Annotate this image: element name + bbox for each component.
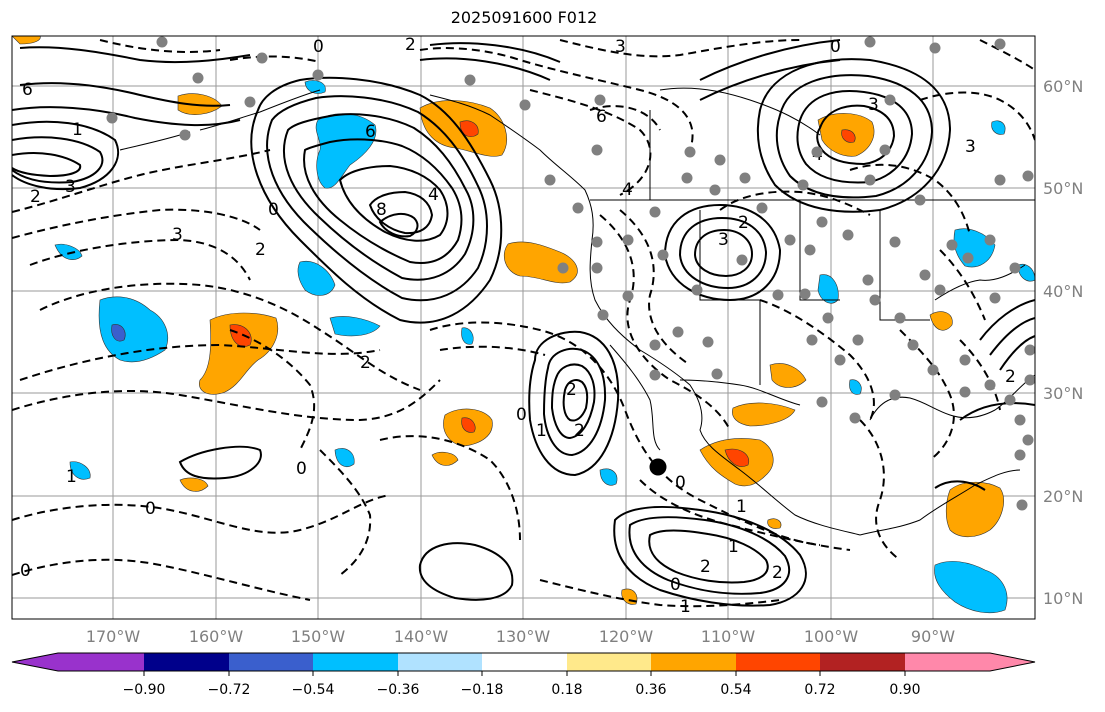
contour-label: 3	[965, 137, 976, 157]
lat-label: 60°N	[1043, 77, 1084, 96]
lon-label: 110°W	[700, 627, 756, 646]
map-title: 2025091600 F012	[450, 8, 598, 27]
contour-label: 1	[72, 120, 83, 140]
colorbar-tick: 0.54	[720, 682, 752, 698]
contour-label: 0	[670, 575, 681, 595]
negative-anomaly-fills	[54, 80, 1035, 614]
coastlines	[119, 87, 1035, 536]
lon-label: 140°W	[393, 627, 449, 646]
contour-label: 2	[360, 353, 371, 373]
contour-label: 1	[66, 467, 77, 487]
contour-label: 2	[1005, 367, 1016, 387]
contour-label: 2	[738, 213, 749, 233]
lon-label: 90°W	[910, 627, 956, 646]
contour-label: 2	[566, 380, 577, 400]
colorbar-tick: −0.90	[122, 682, 166, 698]
contour-label: 8	[376, 200, 387, 220]
lat-label: 50°N	[1043, 179, 1084, 198]
contour-label: 2	[255, 240, 266, 260]
contour-label: 3	[868, 95, 879, 115]
contour-label: 0	[516, 405, 527, 425]
positive-anomaly-fills	[12, 36, 1004, 605]
colorbar-tick: −0.18	[460, 682, 504, 698]
hurricane-center-icon	[649, 458, 667, 476]
contour-label: 0	[296, 459, 307, 479]
lat-label: 30°N	[1043, 384, 1084, 403]
lon-label: 170°W	[85, 627, 141, 646]
station-dot-icons	[106, 36, 1035, 511]
colorbar-tick: 0.18	[551, 682, 583, 698]
lat-label: 20°N	[1043, 487, 1084, 506]
contour-label: 2	[30, 187, 41, 207]
colorbar-tick: 0.36	[635, 682, 667, 698]
contour-label: 0	[20, 561, 31, 581]
contour-label: 1	[728, 537, 739, 557]
contour-label: 3	[65, 177, 76, 197]
lon-label: 120°W	[598, 627, 654, 646]
dashed-contours	[12, 39, 1035, 608]
lat-label: 10°N	[1043, 589, 1084, 608]
contour-label: 3	[718, 230, 729, 250]
contour-label: 1	[536, 421, 547, 441]
contour-label: 6	[365, 122, 376, 142]
contour-labels: 0 2 3 0 1 3 2 6 8 4 2 0 6 4 3 2 3 4 3 6 …	[20, 35, 1016, 617]
contour-label: 6	[22, 80, 33, 100]
colorbar-tick: −0.72	[207, 682, 251, 698]
contour-label: 1	[736, 497, 747, 517]
lon-label: 160°W	[188, 627, 244, 646]
contour-label: 1	[680, 597, 691, 617]
contour-label: 3	[172, 225, 183, 245]
contour-label: 0	[313, 37, 324, 57]
lon-label: 100°W	[803, 627, 859, 646]
contour-label: 0	[268, 200, 279, 220]
contour-label: 2	[574, 421, 585, 441]
colorbar-tick: 0.72	[804, 682, 836, 698]
contour-label: 3	[615, 37, 626, 57]
contour-label: 2	[772, 563, 783, 583]
lon-label: 150°W	[290, 627, 346, 646]
contour-label: 0	[830, 37, 841, 57]
lon-label: 130°W	[495, 627, 551, 646]
contour-label: 4	[622, 180, 633, 200]
lat-label: 40°N	[1043, 282, 1084, 301]
contour-label: 0	[145, 499, 156, 519]
contour-label: 0	[675, 473, 686, 493]
contour-label: 6	[596, 107, 607, 127]
colorbar-tick: −0.36	[376, 682, 420, 698]
contour-label: 4	[428, 185, 439, 205]
contour-label: 2	[700, 557, 711, 577]
contour-label: 2	[405, 35, 416, 55]
colorbar-tick: −0.54	[291, 682, 335, 698]
colorbar-tick: 0.90	[889, 682, 921, 698]
solid-contours	[12, 39, 1035, 607]
